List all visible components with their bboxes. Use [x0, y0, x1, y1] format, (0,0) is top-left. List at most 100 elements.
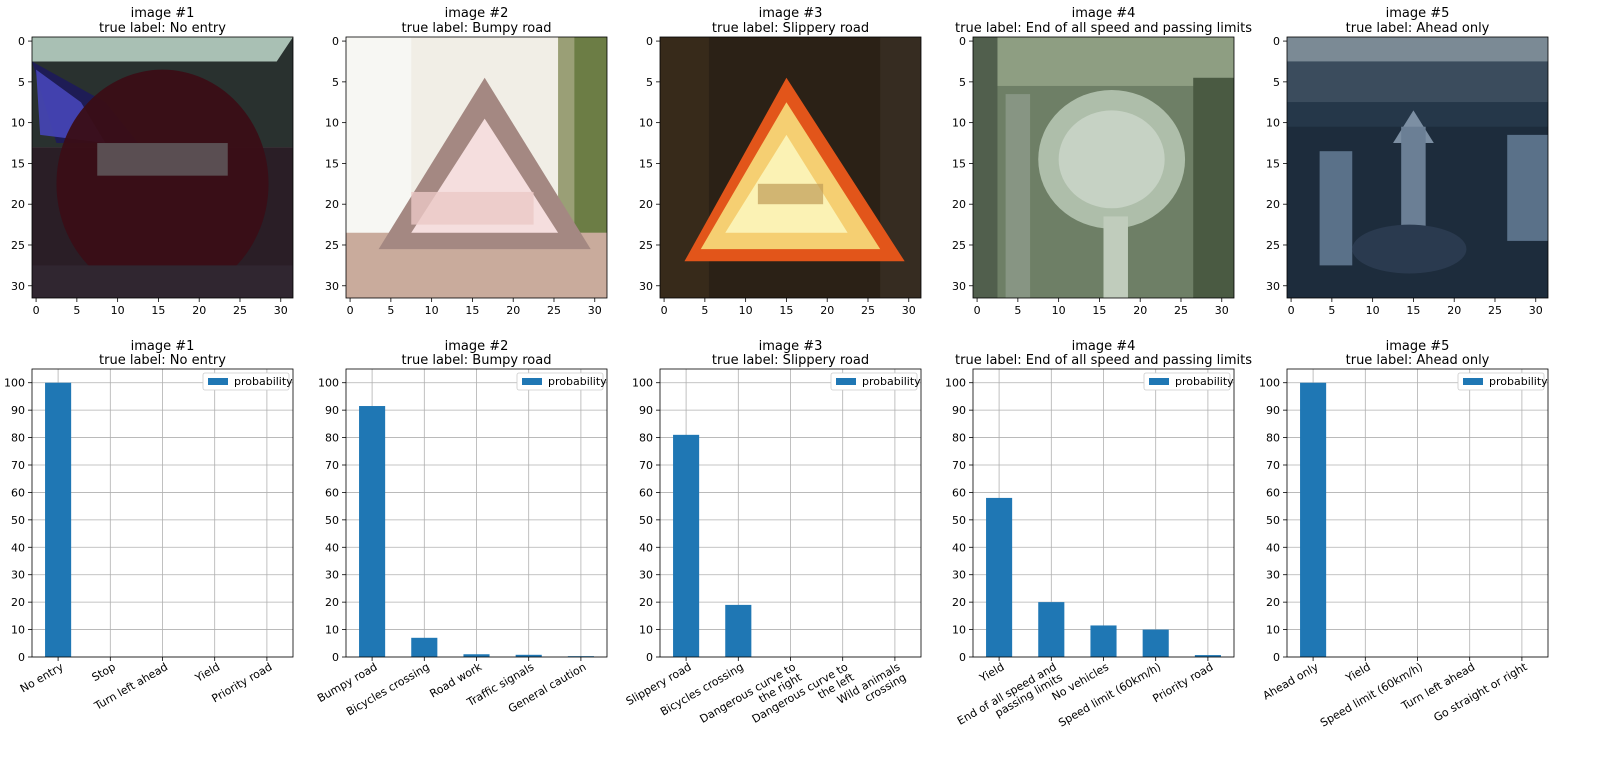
y-tick-label: 100 [1259, 377, 1280, 390]
x-tick-label-line: Yield [1343, 660, 1373, 685]
image-x-tick-label: 0 [347, 304, 354, 317]
y-tick-label: 100 [945, 377, 966, 390]
bar-2 [1038, 602, 1065, 657]
image-y-tick-label: 0 [18, 35, 25, 48]
bar-title-line2: true label: Bumpy road [402, 353, 552, 368]
y-tick-label: 50 [11, 514, 25, 527]
y-tick-label: 100 [632, 377, 653, 390]
y-tick-label: 40 [952, 541, 966, 554]
bar-2 [411, 637, 438, 657]
y-tick-label: 0 [646, 651, 653, 664]
y-tick-label: 50 [952, 514, 966, 527]
image-y-tick-label: 15 [952, 157, 966, 170]
y-tick-label: 70 [325, 459, 339, 472]
bar-title-line1: image #2 [445, 339, 509, 354]
legend-box [830, 372, 918, 391]
y-tick-label: 0 [18, 651, 25, 664]
image-x-tick-label: 15 [1406, 304, 1420, 317]
image-title-line1: image #1 [131, 6, 195, 21]
y-tick-label: 80 [325, 432, 339, 445]
y-tick-label: 10 [952, 624, 966, 637]
x-tick-label: Stop [90, 660, 118, 684]
bar-title-line2: true label: End of all speed and passing… [955, 353, 1252, 368]
image-x-tick-label: 10 [1366, 304, 1380, 317]
y-tick-label: 40 [639, 541, 653, 554]
image-y-tick-label: 30 [11, 280, 25, 293]
legend-label: probability [862, 375, 921, 388]
image-y-tick-label: 25 [11, 239, 25, 252]
y-tick-label: 30 [1266, 569, 1280, 582]
y-tick-label: 0 [332, 651, 339, 664]
image-x-tick-label: 20 [1133, 304, 1147, 317]
image-frame [31, 36, 294, 299]
image-x-tick-label: 0 [661, 304, 668, 317]
image-x-tick-label: 30 [1215, 304, 1229, 317]
image-y-tick-label: 10 [639, 117, 653, 130]
bar-title-line1: image #5 [1386, 339, 1450, 354]
x-tick-label: Yield [977, 660, 1007, 685]
image-x-tick-label: 15 [1092, 304, 1106, 317]
image-4 [973, 37, 1234, 298]
y-tick-label: 60 [325, 486, 339, 499]
image-x-tick-label: 30 [1529, 304, 1543, 317]
y-tick-label: 50 [1266, 514, 1280, 527]
y-tick-label: 50 [325, 514, 339, 527]
image-x-tick-label: 0 [974, 304, 981, 317]
image-x-tick-label: 10 [739, 304, 753, 317]
image-y-tick-label: 0 [646, 35, 653, 48]
bar-5 [567, 656, 594, 657]
image-2 [346, 37, 607, 298]
image-y-tick-label: 0 [1273, 35, 1280, 48]
y-tick-label: 90 [639, 404, 653, 417]
image-1 [32, 37, 293, 298]
image-y-tick-label: 30 [1266, 280, 1280, 293]
image-x-tick-label: 10 [111, 304, 125, 317]
image-y-tick-label: 5 [646, 76, 653, 89]
bar-3 [1090, 625, 1117, 657]
image-x-tick-label: 5 [1328, 304, 1335, 317]
x-tick-label-line: Ahead only [1261, 660, 1321, 702]
y-tick-label: 40 [325, 541, 339, 554]
bar-title-line2: true label: Slippery road [712, 353, 869, 368]
x-tick-label-line: No entry [18, 660, 66, 695]
image-y-tick-label: 25 [325, 239, 339, 252]
image-x-tick-label: 10 [1052, 304, 1066, 317]
y-tick-label: 10 [1266, 624, 1280, 637]
image-y-tick-label: 25 [1266, 239, 1280, 252]
image-x-tick-label: 5 [73, 304, 80, 317]
image-y-tick-label: 20 [1266, 198, 1280, 211]
x-tick-label-line: Yield [977, 660, 1007, 685]
bar-4 [515, 654, 542, 657]
bar-title-line2: true label: No entry [99, 353, 226, 368]
bar-1 [986, 497, 1013, 657]
bar-1 [673, 434, 700, 657]
image-title-line1: image #5 [1386, 6, 1450, 21]
y-tick-label: 40 [1266, 541, 1280, 554]
image-title-line1: image #4 [1072, 6, 1136, 21]
x-tick-label-line: Yield [192, 660, 222, 685]
image-y-tick-label: 15 [11, 157, 25, 170]
x-tick-label: Go straight or right [1432, 660, 1530, 724]
y-tick-label: 50 [639, 514, 653, 527]
y-tick-label: 0 [1273, 651, 1280, 664]
x-tick-label: Ahead only [1261, 660, 1321, 702]
y-tick-label: 80 [952, 432, 966, 445]
y-tick-label: 30 [952, 569, 966, 582]
image-frame [659, 36, 922, 299]
bar-title-line1: image #3 [759, 339, 823, 354]
image-x-tick-label: 15 [151, 304, 165, 317]
image-y-tick-label: 0 [959, 35, 966, 48]
image-y-tick-label: 10 [1266, 117, 1280, 130]
y-tick-label: 80 [11, 432, 25, 445]
image-y-tick-label: 30 [639, 280, 653, 293]
image-title-line2: true label: No entry [99, 21, 226, 36]
y-tick-label: 70 [11, 459, 25, 472]
image-y-tick-label: 20 [952, 198, 966, 211]
image-title-line1: image #3 [759, 6, 823, 21]
y-tick-label: 60 [11, 486, 25, 499]
